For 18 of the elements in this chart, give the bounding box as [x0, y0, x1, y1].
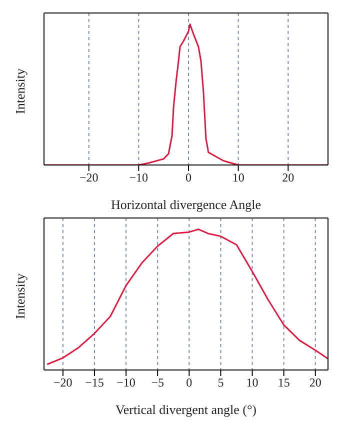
x-tick-label: 5	[218, 376, 224, 390]
x-tick-label: 10	[232, 170, 244, 185]
x-tick-label: −20	[54, 376, 72, 390]
x-axis-title: Horizontal divergence Angle	[111, 197, 262, 212]
x-tick-label: −10	[129, 170, 148, 185]
x-tick-label: 20	[309, 376, 322, 390]
x-tick-label: 15	[278, 376, 290, 390]
x-tick-label: −20	[79, 170, 98, 185]
y-axis-title: Intensity	[12, 273, 28, 319]
x-tick-label: −15	[85, 376, 104, 390]
x-tick-label: 0	[186, 376, 192, 390]
x-tick-label: 10	[246, 376, 258, 390]
x-axis-title: Vertical divergent angle (°)	[115, 402, 257, 417]
y-axis-title: Intensity	[12, 68, 28, 114]
x-tick-label: 20	[282, 170, 294, 185]
x-tick-label: −5	[151, 376, 164, 390]
x-tick-label: −10	[116, 376, 136, 390]
x-tick-label: 0	[185, 170, 192, 185]
